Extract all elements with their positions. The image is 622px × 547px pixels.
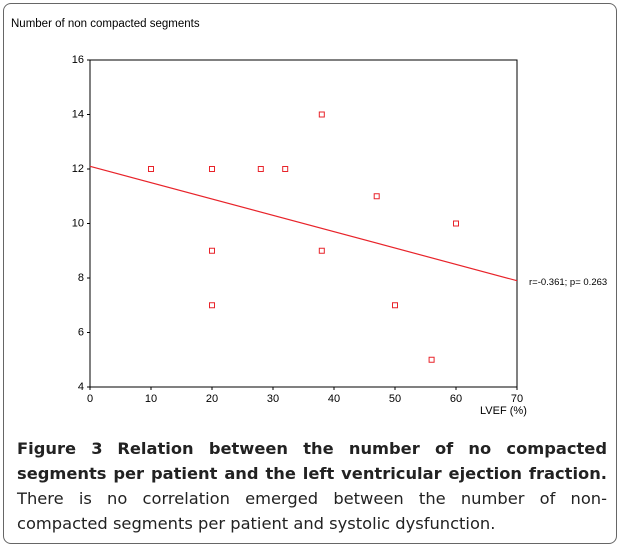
y-tick-label: 8 <box>78 272 84 284</box>
point <box>318 247 325 254</box>
x-tick-label: 60 <box>450 393 462 405</box>
x-tick-label: 40 <box>328 393 340 405</box>
frame <box>3 3 617 544</box>
y-tick-label: 12 <box>72 163 84 175</box>
caption-text: There is no correlation emerged between … <box>17 489 607 533</box>
point <box>392 302 398 309</box>
x-tick-label: 0 <box>87 393 93 405</box>
annotation: r=-0.361; p= 0.263 <box>529 277 607 288</box>
y-tick-label: 16 <box>72 54 84 66</box>
regression-line <box>89 165 518 282</box>
point <box>318 111 325 118</box>
y-axis-label: Number of non compacted segments <box>11 18 200 30</box>
y-tick-label: 14 <box>72 108 84 120</box>
point <box>257 166 264 172</box>
caption-label: Figure 3 <box>17 439 103 458</box>
caption: Figure 3 Relation between the number of … <box>17 436 607 536</box>
point <box>428 356 435 363</box>
point <box>209 166 215 172</box>
y-tick-label: 10 <box>72 217 84 229</box>
x-axis-label: LVEF (%) <box>480 405 527 417</box>
x-tick-label: 50 <box>389 393 401 405</box>
x-tick-label: 70 <box>511 393 523 405</box>
point <box>148 166 154 172</box>
point <box>453 220 459 227</box>
point <box>373 193 380 200</box>
point <box>282 166 289 172</box>
x-tick-label: 20 <box>206 393 218 405</box>
point <box>209 247 215 254</box>
x-tick-label: 30 <box>267 393 279 405</box>
y-tick-label: 4 <box>78 381 84 393</box>
point <box>209 302 215 309</box>
caption-title: Relation between the number of no compac… <box>17 439 607 483</box>
x-tick-label: 10 <box>145 393 157 405</box>
y-tick-label: 6 <box>78 326 84 338</box>
